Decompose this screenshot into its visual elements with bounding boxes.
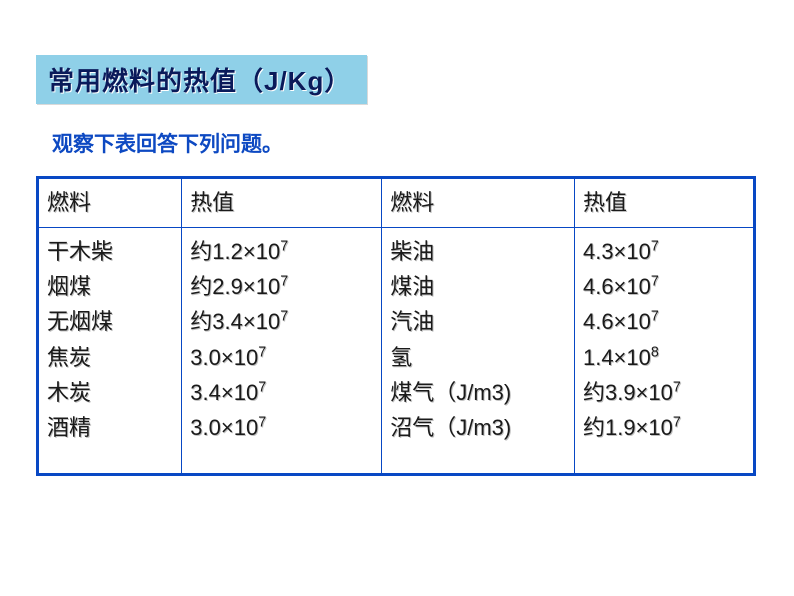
fuel-value: 约2.9×107 [190,269,371,304]
fuel-name: 煤气（J/m3) [390,375,564,410]
header-value-right: 热值 [574,179,753,228]
fuel-value: 3.4×107 [190,375,371,410]
fuel-value: 3.0×107 [190,340,371,375]
fuel-values-left: 约1.2×107 约2.9×107 约3.4×107 3.0×107 3.4×1… [182,228,382,474]
fuel-value: 4.6×107 [583,269,743,304]
fuel-value: 1.4×108 [583,340,743,375]
fuel-value: 约1.2×107 [190,234,371,269]
fuel-name: 柴油 [390,234,564,269]
fuel-name: 干木柴 [47,234,171,269]
fuel-name: 酒精 [47,410,171,445]
fuel-values-right: 4.3×107 4.6×107 4.6×107 1.4×108 约3.9×107… [574,228,753,474]
fuel-name: 焦炭 [47,340,171,375]
fuel-table: 燃料 热值 燃料 热值 干木柴 烟煤 无烟煤 焦炭 木炭 酒精 约1.2×107… [36,176,756,476]
instruction-text: 观察下表回答下列问题。 [52,128,758,158]
fuel-value: 3.0×107 [190,410,371,445]
fuel-value: 约3.4×107 [190,304,371,339]
fuel-value: 4.3×107 [583,234,743,269]
fuel-names-left: 干木柴 烟煤 无烟煤 焦炭 木炭 酒精 [39,228,182,474]
fuel-name: 烟煤 [47,269,171,304]
fuel-name: 氢 [390,340,564,375]
fuel-name: 木炭 [47,375,171,410]
fuel-name: 汽油 [390,304,564,339]
fuel-value: 约3.9×107 [583,375,743,410]
fuel-name: 煤油 [390,269,564,304]
header-fuel-left: 燃料 [39,179,182,228]
fuel-name: 无烟煤 [47,304,171,339]
table-body-row: 干木柴 烟煤 无烟煤 焦炭 木炭 酒精 约1.2×107 约2.9×107 约3… [39,228,753,474]
fuel-names-right: 柴油 煤油 汽油 氢 煤气（J/m3) 沼气（J/m3) [382,228,575,474]
fuel-value: 约1.9×107 [583,410,743,445]
header-value-left: 热值 [182,179,382,228]
table-header-row: 燃料 热值 燃料 热值 [39,179,753,228]
page-title: 常用燃料的热值（J/Kg） [36,55,367,104]
fuel-name: 沼气（J/m3) [390,410,564,445]
header-fuel-right: 燃料 [382,179,575,228]
fuel-value: 4.6×107 [583,304,743,339]
